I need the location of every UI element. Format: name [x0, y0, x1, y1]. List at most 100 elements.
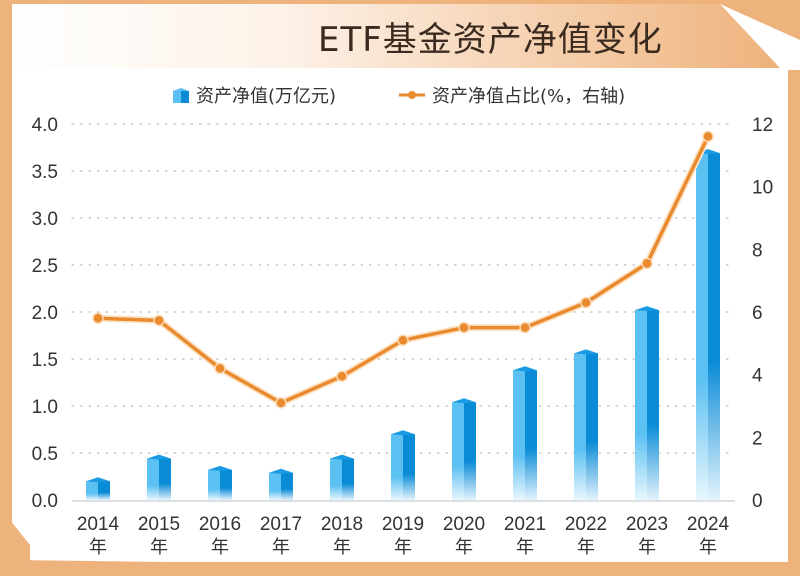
bar: [452, 398, 476, 500]
x-axis-labels: 2014年2015年2016年2017年2018年2019年2020年2021年…: [77, 514, 730, 557]
bar-top-face: [269, 468, 293, 474]
bar-legend-icon: [173, 88, 189, 103]
bar-side-face: [647, 310, 659, 500]
bar: [208, 465, 232, 500]
line-point: [641, 257, 653, 270]
left-tick-label: 4.0: [32, 115, 58, 136]
bar-side-face: [464, 402, 476, 500]
line-legend-icon: [399, 91, 425, 99]
bar: [86, 477, 110, 500]
bar-front-face: [635, 310, 647, 500]
bar-top-face: [86, 477, 110, 483]
line-point: [153, 314, 165, 327]
left-tick-label: 3.0: [32, 209, 58, 230]
bar-front-face: [269, 472, 281, 500]
bar-front-face: [147, 458, 159, 500]
right-tick-label: 8: [752, 240, 763, 261]
x-tick-label: 2018: [321, 514, 363, 535]
bar: [696, 149, 720, 500]
x-tick-label: 2021: [504, 514, 546, 535]
bar-side-face: [525, 370, 537, 500]
line-point: [519, 321, 531, 334]
bar-side-face: [403, 434, 415, 500]
bar-top-face: [513, 366, 537, 372]
legend-item-line: 资产净值占比(%，右轴): [398, 82, 625, 108]
x-tick-label: 2016: [199, 514, 241, 535]
x-tick-suffix: 年: [699, 537, 717, 557]
x-tick-label: 2024: [687, 514, 730, 535]
left-tick-label: 1.0: [32, 397, 58, 418]
bar-side-face: [586, 353, 598, 500]
legend-label-line: 资产净值占比(%，右轴): [432, 86, 626, 107]
left-tick-label: 0.0: [32, 491, 58, 512]
line-series: [92, 130, 714, 409]
left-tick-label: 2.5: [32, 256, 58, 277]
bar: [513, 366, 537, 500]
right-tick-label: 0: [752, 491, 763, 512]
line-point: [336, 370, 348, 382]
bar-top-face: [452, 398, 476, 404]
x-tick-suffix: 年: [89, 537, 107, 557]
bar-top-face: [330, 454, 354, 460]
bar-side-face: [98, 481, 110, 500]
x-tick-suffix: 年: [272, 537, 290, 557]
bar: [147, 454, 171, 500]
bar: [391, 430, 415, 500]
x-tick-suffix: 年: [455, 537, 473, 557]
line-point: [458, 321, 470, 334]
x-tick-label: 2015: [138, 514, 180, 535]
bar-top-face: [391, 430, 415, 436]
bar-side-face: [281, 472, 293, 500]
bar: [635, 306, 659, 500]
x-tick-label: 2020: [443, 514, 485, 535]
line-point: [92, 312, 104, 325]
bar-front-face: [391, 434, 403, 500]
line-point: [275, 397, 287, 409]
right-tick-label: 6: [752, 303, 763, 324]
right-tick-label: 4: [752, 366, 763, 387]
bar-side-face: [159, 458, 171, 500]
line-point: [580, 296, 592, 309]
x-tick-suffix: 年: [577, 537, 595, 557]
bar-front-face: [452, 402, 464, 500]
line-point: [397, 334, 409, 346]
bar-top-face: [208, 465, 232, 471]
legend-item-bar: 资产净值(万亿元): [172, 82, 336, 108]
bar-series: [86, 149, 720, 500]
x-tick-label: 2022: [565, 514, 607, 535]
line-point: [702, 130, 714, 143]
bar-top-face: [635, 306, 659, 312]
bar-side-face: [220, 469, 232, 500]
bar-front-face: [86, 481, 98, 500]
left-axis: 0.0 0.5 1.0 1.5 2.0 2.5 3.0 3.5 4.0: [32, 115, 58, 512]
x-tick-label: 2019: [382, 514, 424, 535]
right-axis: 0 2 4 6 8 10 12: [752, 115, 773, 512]
bar-top-face: [574, 349, 598, 355]
x-tick-suffix: 年: [394, 537, 412, 557]
legend-label-bar: 资产净值(万亿元): [196, 86, 337, 107]
legend: 资产净值(万亿元) 资产净值占比(%，右轴): [0, 82, 800, 110]
left-tick-label: 1.5: [32, 350, 58, 371]
line-point: [214, 362, 226, 375]
bar-front-face: [330, 458, 342, 500]
chart-title: ETF基金资产净值变化: [318, 20, 663, 60]
x-tick-label: 2023: [626, 514, 668, 535]
x-tick-suffix: 年: [150, 537, 168, 557]
x-tick-suffix: 年: [516, 537, 534, 557]
bar-side-face: [708, 153, 720, 500]
x-tick-label: 2017: [260, 514, 302, 535]
bar-front-face: [696, 153, 708, 500]
right-tick-label: 10: [752, 178, 773, 199]
bar-front-face: [513, 370, 525, 500]
bar: [330, 454, 354, 500]
bar-top-face: [147, 454, 171, 460]
left-tick-label: 3.5: [32, 162, 58, 183]
right-tick-label: 12: [752, 115, 773, 136]
bar: [269, 468, 293, 500]
bar-front-face: [574, 353, 586, 500]
left-tick-label: 2.0: [32, 303, 58, 324]
x-tick-suffix: 年: [638, 537, 656, 557]
gridlines: [71, 123, 736, 502]
bar-side-face: [342, 458, 354, 500]
x-tick-suffix: 年: [211, 537, 229, 557]
